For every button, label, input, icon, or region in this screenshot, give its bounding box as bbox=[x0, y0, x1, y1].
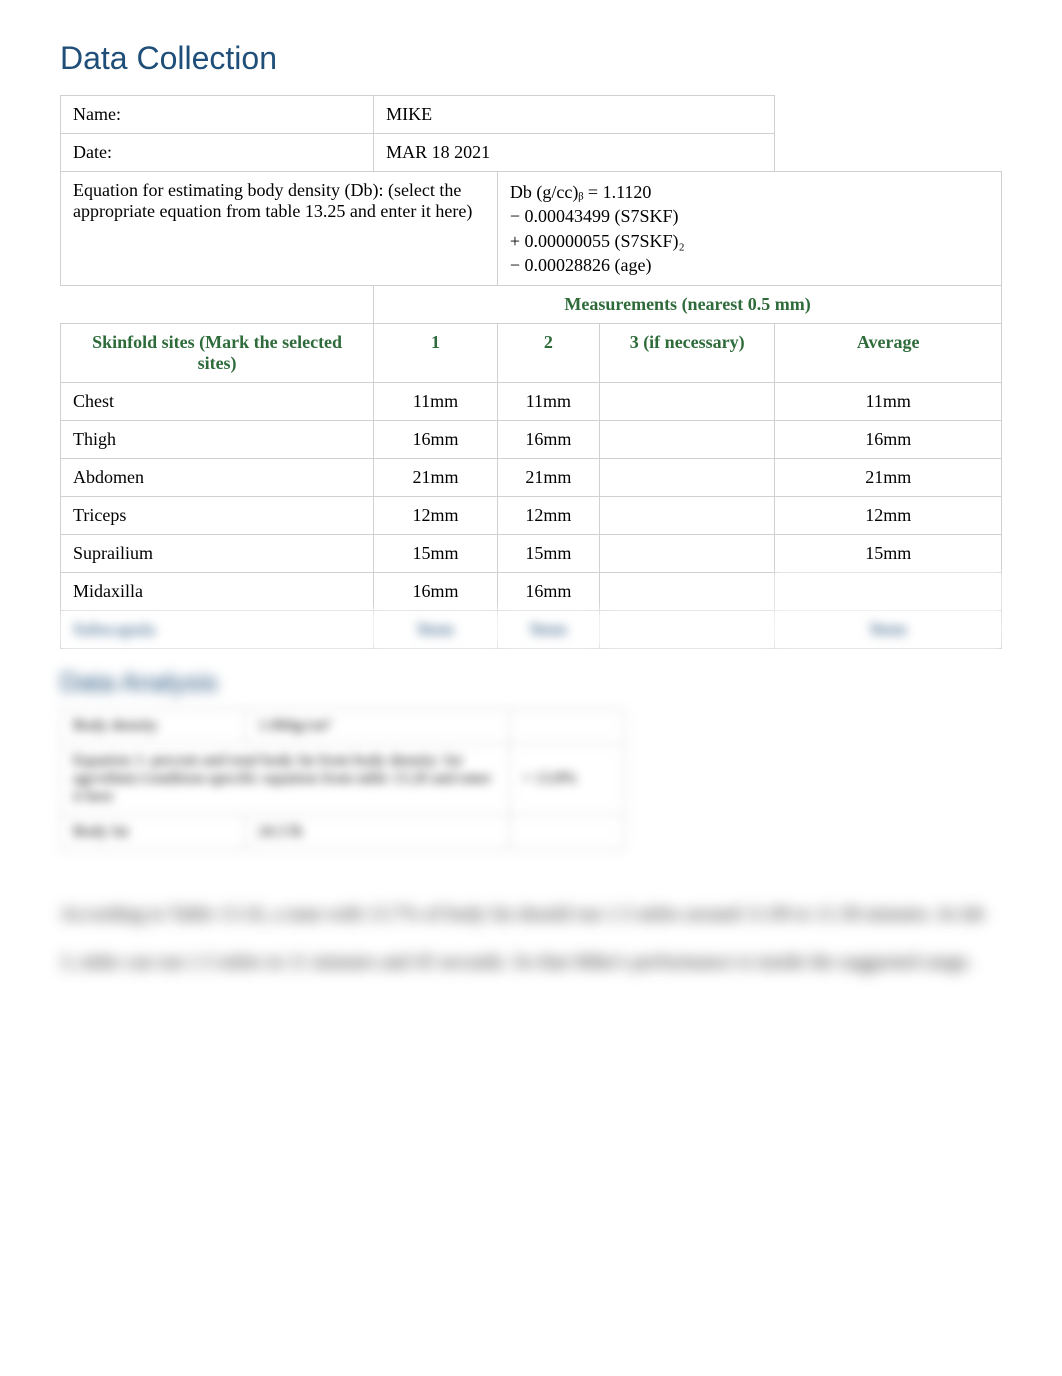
site-cell: Triceps bbox=[61, 497, 374, 535]
table-row: Chest 11mm 11mm 11mm bbox=[61, 383, 1002, 421]
m2-cell: 16mm bbox=[497, 573, 599, 611]
m3-cell bbox=[599, 497, 775, 535]
site-cell: Chest bbox=[61, 383, 374, 421]
m1-cell: 16mm bbox=[374, 573, 498, 611]
m1-cell: 15mm bbox=[374, 535, 498, 573]
col-2-header: 2 bbox=[497, 324, 599, 383]
sites-header: Skinfold sites (Mark the selected sites) bbox=[61, 324, 374, 383]
m2-cell: 21mm bbox=[497, 459, 599, 497]
m1-cell: 9mm bbox=[374, 611, 498, 649]
blurred-paragraph: According to Table 13.16, a man with 13.… bbox=[60, 890, 1002, 986]
analysis-label: Body density bbox=[61, 709, 246, 744]
avg-cell: 21mm bbox=[775, 459, 1002, 497]
name-row: Name: MIKE bbox=[61, 96, 1002, 134]
eq-line-3: + 0.00000055 (S7SKF)₂ bbox=[510, 231, 685, 251]
m1-cell: 12mm bbox=[374, 497, 498, 535]
avg-cell: 16mm bbox=[775, 421, 1002, 459]
table-row: Suprailium 15mm 15mm 15mm bbox=[61, 535, 1002, 573]
table-row: Thigh 16mm 16mm 16mm bbox=[61, 421, 1002, 459]
name-label: Name: bbox=[61, 96, 374, 134]
m2-cell: 11mm bbox=[497, 383, 599, 421]
empty-cell bbox=[775, 96, 1002, 134]
date-row: Date: MAR 18 2021 bbox=[61, 134, 1002, 172]
m2-cell: 12mm bbox=[497, 497, 599, 535]
m1-cell: 11mm bbox=[374, 383, 498, 421]
analysis-value: = 13.8% bbox=[510, 744, 625, 815]
site-cell: Midaxilla bbox=[61, 573, 374, 611]
measurements-header-row: Measurements (nearest 0.5 mm) bbox=[61, 286, 1002, 324]
page-title: Data Collection bbox=[60, 40, 1002, 77]
m2-cell: 15mm bbox=[497, 535, 599, 573]
avg-cell: 11mm bbox=[775, 383, 1002, 421]
empty-cell bbox=[61, 286, 374, 324]
col-1-header: 1 bbox=[374, 324, 498, 383]
date-value: MAR 18 2021 bbox=[374, 134, 775, 172]
analysis-table: Body density 1.060g/cm³ Equation 1: perc… bbox=[60, 708, 625, 850]
eq-line-4: − 0.00028826 (age) bbox=[510, 255, 652, 275]
date-label: Date: bbox=[61, 134, 374, 172]
eq-line-2: − 0.00043499 (S7SKF) bbox=[510, 206, 679, 226]
m3-cell bbox=[599, 459, 775, 497]
site-cell: Suprailium bbox=[61, 535, 374, 573]
m3-cell bbox=[599, 421, 775, 459]
analysis-value: 1.060g/cm³ bbox=[246, 709, 510, 744]
equation-row: Equation for estimating body density (Db… bbox=[61, 172, 1002, 286]
name-value: MIKE bbox=[374, 96, 775, 134]
table-row: Abdomen 21mm 21mm 21mm bbox=[61, 459, 1002, 497]
site-cell: Abdomen bbox=[61, 459, 374, 497]
m3-cell bbox=[599, 611, 775, 649]
m2-cell: 16mm bbox=[497, 421, 599, 459]
m3-cell bbox=[599, 383, 775, 421]
table-row: Midaxilla 16mm 16mm bbox=[61, 573, 1002, 611]
avg-cell: 12mm bbox=[775, 497, 1002, 535]
analysis-label: Body fat bbox=[61, 815, 246, 850]
avg-cell bbox=[775, 573, 1002, 611]
avg-cell: 9mm bbox=[775, 611, 1002, 649]
analysis-label: Equation 1: percent and total body fat f… bbox=[61, 744, 510, 815]
m1-cell: 21mm bbox=[374, 459, 498, 497]
m3-cell bbox=[599, 573, 775, 611]
table-row: Triceps 12mm 12mm 12mm bbox=[61, 497, 1002, 535]
table-row-blurred: Subscapula 9mm 9mm 9mm bbox=[61, 611, 1002, 649]
site-cell: Thigh bbox=[61, 421, 374, 459]
column-header-row: Skinfold sites (Mark the selected sites)… bbox=[61, 324, 1002, 383]
m2-cell: 9mm bbox=[497, 611, 599, 649]
avg-cell: 15mm bbox=[775, 535, 1002, 573]
m3-cell bbox=[599, 535, 775, 573]
empty-cell bbox=[775, 134, 1002, 172]
site-cell: Subscapula bbox=[61, 611, 374, 649]
equation-value: Db (g/cc)ᵦ = 1.1120 − 0.00043499 (S7SKF)… bbox=[497, 172, 1001, 286]
col-avg-header: Average bbox=[775, 324, 1002, 383]
equation-label: Equation for estimating body density (Db… bbox=[61, 172, 498, 286]
analysis-value: 24.3 lb bbox=[246, 815, 510, 850]
eq-line-1: Db (g/cc)ᵦ = 1.1120 bbox=[510, 182, 652, 202]
measurements-header: Measurements (nearest 0.5 mm) bbox=[374, 286, 1002, 324]
col-3-header: 3 (if necessary) bbox=[599, 324, 775, 383]
analysis-title: Data Analysis bbox=[60, 667, 1002, 698]
data-collection-table: Name: MIKE Date: MAR 18 2021 Equation fo… bbox=[60, 95, 1002, 649]
m1-cell: 16mm bbox=[374, 421, 498, 459]
